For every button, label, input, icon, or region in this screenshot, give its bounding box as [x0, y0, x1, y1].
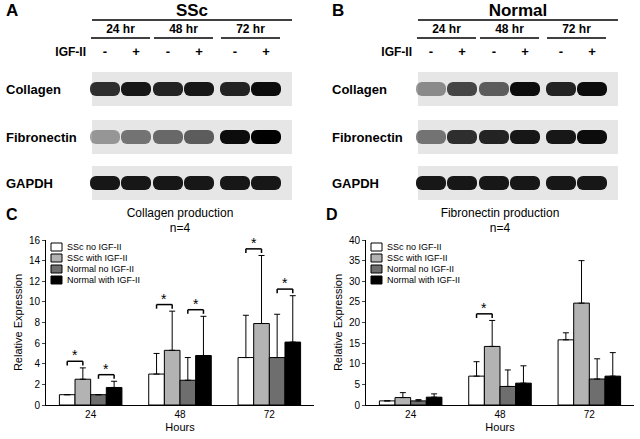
svg-text:24 hr: 24 hr	[106, 22, 135, 36]
svg-text:0: 0	[354, 400, 360, 411]
svg-text:Collagen: Collagen	[332, 82, 387, 97]
svg-text:*: *	[161, 291, 167, 307]
svg-text:B: B	[332, 1, 344, 20]
svg-text:48 hr: 48 hr	[495, 22, 524, 36]
svg-text:Normal with IGF-II: Normal with IGF-II	[67, 275, 140, 285]
svg-text:20: 20	[349, 317, 361, 328]
svg-text:24: 24	[85, 409, 97, 420]
svg-text:Fibronectin productionn=4: Fibronectin productionn=4	[441, 206, 560, 236]
svg-text:48: 48	[494, 409, 506, 420]
svg-text:IGF-II: IGF-II	[381, 45, 412, 59]
svg-text:Collagen productionn=4: Collagen productionn=4	[127, 206, 234, 236]
svg-text:*: *	[251, 235, 257, 251]
svg-text:72 hr: 72 hr	[236, 22, 265, 36]
svg-text:2: 2	[34, 379, 40, 390]
svg-text:72: 72	[264, 409, 276, 420]
svg-text:-: -	[492, 44, 496, 59]
svg-text:8: 8	[34, 317, 40, 328]
svg-text:Relative Expression: Relative Expression	[332, 274, 344, 371]
svg-text:4: 4	[34, 358, 40, 369]
svg-text:10: 10	[349, 358, 361, 369]
svg-text:SSc no IGF-II: SSc no IGF-II	[67, 242, 122, 252]
svg-text:6: 6	[34, 338, 40, 349]
svg-text:40: 40	[349, 235, 361, 246]
svg-text:+: +	[521, 44, 529, 59]
svg-text:35: 35	[349, 255, 361, 266]
svg-text:Collagen: Collagen	[6, 82, 61, 97]
svg-text:C: C	[6, 206, 18, 223]
svg-text:30: 30	[349, 276, 361, 287]
svg-text:*: *	[481, 300, 487, 316]
svg-text:12: 12	[29, 276, 41, 287]
svg-text:Normal with IGF-II: Normal with IGF-II	[387, 275, 460, 285]
svg-text:5: 5	[354, 379, 360, 390]
svg-text:48: 48	[174, 409, 186, 420]
svg-text:D: D	[326, 206, 338, 223]
svg-text:Hours: Hours	[485, 421, 515, 433]
svg-text:SSc: SSc	[176, 1, 208, 20]
svg-text:Normal no IGF-II: Normal no IGF-II	[67, 264, 134, 274]
svg-text:-: -	[233, 44, 237, 59]
svg-text:Normal: Normal	[489, 1, 548, 20]
svg-text:*: *	[282, 275, 288, 291]
svg-text:*: *	[103, 361, 109, 377]
svg-text:14: 14	[29, 255, 41, 266]
svg-text:+: +	[588, 44, 596, 59]
svg-text:-: -	[166, 44, 170, 59]
svg-text:+: +	[132, 44, 140, 59]
svg-text:SSc no IGF-II: SSc no IGF-II	[387, 242, 442, 252]
svg-text:A: A	[6, 1, 18, 20]
svg-text:Fibronectin: Fibronectin	[332, 130, 403, 145]
svg-text:48 hr: 48 hr	[169, 22, 198, 36]
svg-text:72: 72	[584, 409, 596, 420]
svg-text:-: -	[103, 44, 107, 59]
svg-text:GAPDH: GAPDH	[6, 176, 53, 191]
svg-text:-: -	[559, 44, 563, 59]
svg-text:-: -	[429, 44, 433, 59]
svg-text:72 hr: 72 hr	[562, 22, 591, 36]
svg-text:*: *	[193, 296, 199, 312]
svg-text:+: +	[195, 44, 203, 59]
svg-text:Normal no IGF-II: Normal no IGF-II	[387, 264, 454, 274]
svg-text:GAPDH: GAPDH	[332, 176, 379, 191]
svg-text:10: 10	[29, 296, 41, 307]
svg-text:Fibronectin: Fibronectin	[6, 130, 77, 145]
svg-text:15: 15	[349, 338, 361, 349]
svg-text:*: *	[72, 347, 78, 363]
svg-text:0: 0	[34, 400, 40, 411]
svg-text:16: 16	[29, 235, 41, 246]
svg-text:+: +	[458, 44, 466, 59]
svg-text:24 hr: 24 hr	[432, 22, 461, 36]
svg-text:24: 24	[405, 409, 417, 420]
svg-text:IGF-II: IGF-II	[55, 45, 86, 59]
svg-text:SSc with IGF-II: SSc with IGF-II	[387, 253, 448, 263]
svg-text:+: +	[262, 44, 270, 59]
svg-text:Relative Expression: Relative Expression	[12, 274, 24, 371]
svg-text:SSc with IGF-II: SSc with IGF-II	[67, 253, 128, 263]
svg-text:Hours: Hours	[165, 421, 195, 433]
svg-text:25: 25	[349, 296, 361, 307]
